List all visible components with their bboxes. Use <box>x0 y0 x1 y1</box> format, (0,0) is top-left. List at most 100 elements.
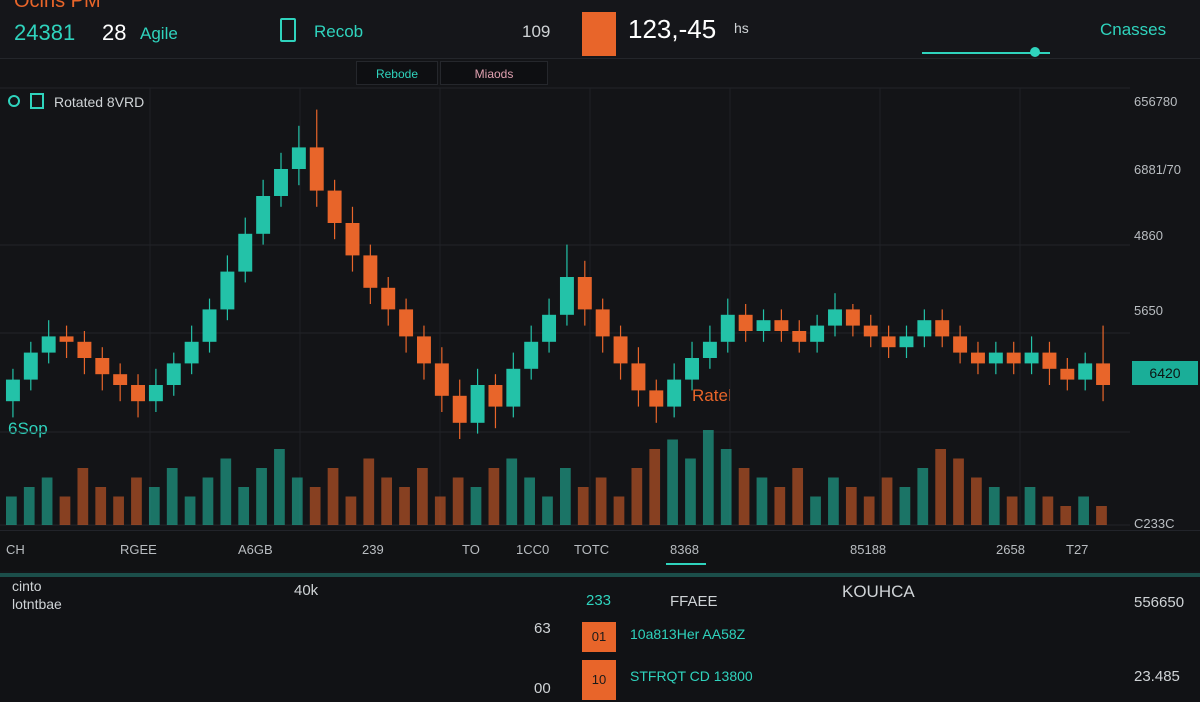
connector-line <box>922 52 1050 54</box>
ticker-number: 28 <box>102 20 127 45</box>
candle-body-46 <box>828 309 842 326</box>
order-tag-1[interactable]: 01 <box>582 622 616 652</box>
candle-body-14 <box>256 196 271 234</box>
candle-body-55 <box>988 352 1003 364</box>
candle-body-17 <box>309 147 324 191</box>
candle-body-24 <box>434 363 449 396</box>
price-value: 123,-45 <box>628 14 717 44</box>
candle-body-16 <box>291 147 306 169</box>
x-tick-10: T27 <box>1066 542 1089 557</box>
candle-body-35 <box>631 363 646 391</box>
candle-body-60 <box>1078 363 1093 380</box>
candle-body-29 <box>524 341 539 369</box>
candle-body-0 <box>5 379 20 402</box>
price-unit: hs <box>734 20 749 36</box>
candle-body-23 <box>416 336 431 364</box>
candle-body-52 <box>935 320 950 337</box>
candle-body-7 <box>131 385 146 402</box>
volume-bar-18 <box>327 468 339 525</box>
candle-body-56 <box>1006 352 1021 364</box>
volume-bar-22 <box>399 487 410 525</box>
bottom-right-value-1: 556650 <box>1134 594 1185 611</box>
volume-bar-13 <box>238 487 250 525</box>
volume-bar-7 <box>131 477 142 525</box>
bottom-title: cinto <box>12 578 42 594</box>
volume-bar-8 <box>148 487 160 525</box>
candles <box>5 109 1111 439</box>
candle-body-44 <box>792 331 807 342</box>
tool-icon[interactable] <box>280 18 296 42</box>
candle-body-50 <box>899 336 914 348</box>
candle-body-43 <box>774 320 789 331</box>
slider-dot-icon[interactable] <box>1030 47 1040 57</box>
price-marker <box>582 12 616 56</box>
volume-bar-45 <box>810 496 821 525</box>
y-tick-0: 656780 <box>1134 94 1178 109</box>
candle-body-42 <box>756 320 771 331</box>
order-tag-2[interactable]: 10 <box>582 660 616 700</box>
candle-body-37 <box>667 379 682 407</box>
volume-bar-6 <box>113 496 124 525</box>
stat-b: FFAEE <box>670 593 718 610</box>
y-tick-1: 6881/70 <box>1134 162 1181 177</box>
volume-bar-42 <box>756 477 768 525</box>
volume-bar-53 <box>953 458 964 525</box>
stat-c: KOUHCA <box>842 582 915 601</box>
chart-annotation: Ratel <box>692 386 732 405</box>
candle-body-22 <box>399 309 414 337</box>
volume-bar-2 <box>41 477 53 525</box>
x-tick-3: 239 <box>362 542 384 557</box>
volume-bar-26 <box>470 487 482 525</box>
volume-bar-14 <box>256 468 267 525</box>
candle-body-10 <box>184 341 199 364</box>
volume-bar-3 <box>59 496 71 525</box>
tab-miaods[interactable]: Miaods <box>440 61 548 85</box>
candle-body-8 <box>148 385 163 402</box>
candle-body-4 <box>77 341 92 358</box>
volume-bar-25 <box>452 477 464 525</box>
volume-bar-33 <box>595 477 607 525</box>
tab-rebode[interactable]: Rebode <box>356 61 438 85</box>
candle-body-32 <box>577 277 592 310</box>
candle-body-6 <box>113 374 128 385</box>
volume-bar-28 <box>506 458 518 525</box>
volume-bar-34 <box>613 496 625 525</box>
bottom-left-value-2: 00 <box>534 680 551 697</box>
chart-title: Rotated 8VRD <box>54 94 145 110</box>
candle-body-18 <box>327 190 342 223</box>
right-link[interactable]: Cnasses <box>1100 20 1167 39</box>
volume-bar-46 <box>828 477 839 525</box>
candle-body-49 <box>881 336 896 348</box>
x-tick-5: 1CC0 <box>516 542 550 557</box>
volume-bar-43 <box>774 487 786 525</box>
candle-body-1 <box>23 352 38 380</box>
chart-grid <box>0 87 1200 575</box>
x-tick-1: RGEE <box>120 542 157 557</box>
candle-body-15 <box>274 169 288 196</box>
candle-body-34 <box>613 336 628 364</box>
volume-bar-16 <box>291 477 303 525</box>
candle-body-20 <box>363 255 378 288</box>
tool-count: 109 <box>522 22 551 41</box>
order-text-1: 10a813Her AA58Z <box>630 626 746 642</box>
date-cursor <box>666 563 706 565</box>
volume-bar-9 <box>166 468 178 525</box>
volume-bars <box>6 430 1107 525</box>
tool-label[interactable]: Recob <box>314 22 364 41</box>
candle-body-57 <box>1024 352 1039 364</box>
volume-bar-4 <box>77 468 89 525</box>
y-tick-5: C233C <box>1134 516 1175 531</box>
candle-body-33 <box>595 309 610 337</box>
ticker-label[interactable]: Agile <box>140 24 178 43</box>
volume-bar-44 <box>792 468 804 525</box>
candle-body-47 <box>845 309 860 326</box>
candle-body-3 <box>59 336 74 342</box>
volume-bar-15 <box>274 449 285 525</box>
volume-bar-1 <box>23 487 35 525</box>
volume-bar-40 <box>720 449 732 525</box>
order-text-2: STFRQT CD 13800 <box>630 668 753 684</box>
x-tick-9: 2658 <box>996 542 1025 557</box>
x-tick-2: A6GB <box>238 542 273 557</box>
candle-body-51 <box>917 320 932 337</box>
